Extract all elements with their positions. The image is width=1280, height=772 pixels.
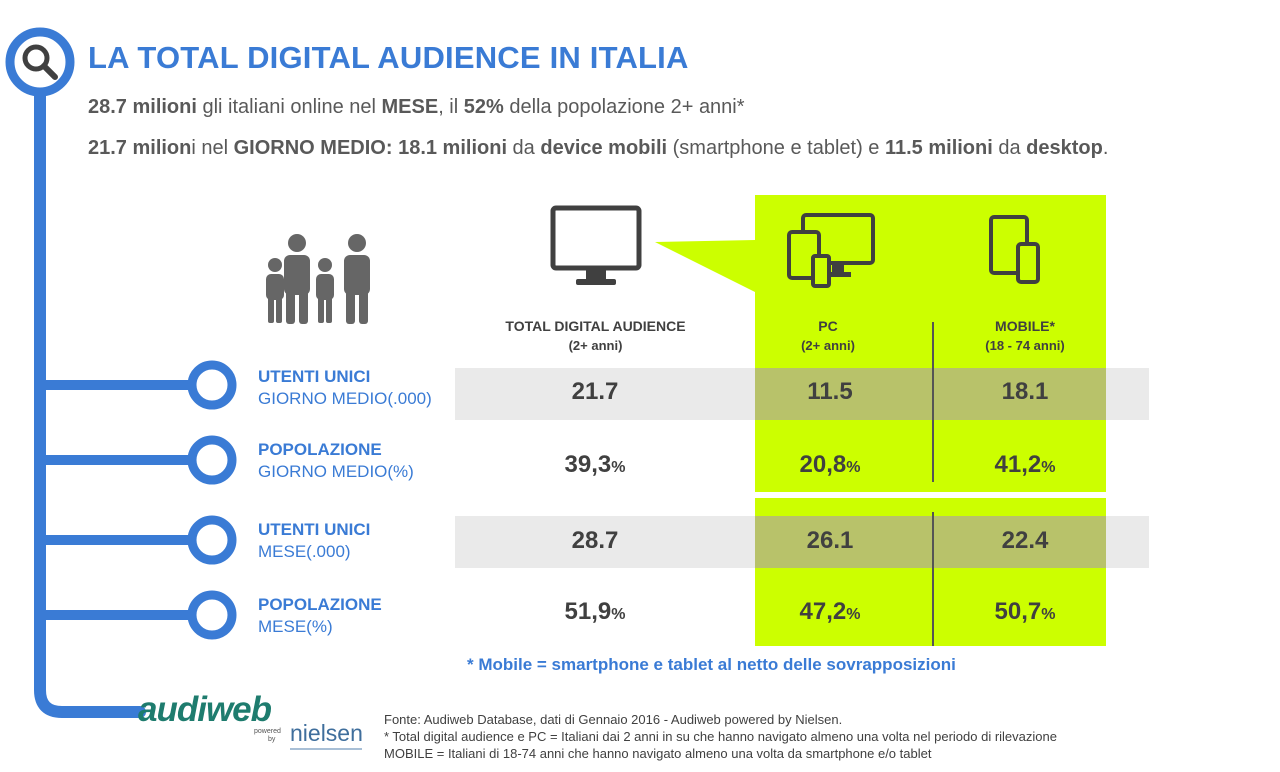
logo-by-text: by	[268, 736, 276, 743]
cell-pc: 20,8%	[770, 451, 890, 479]
subtitle-strong: 52%	[463, 96, 504, 118]
cell-value: 28.7	[571, 527, 619, 554]
source-line: * Total digital audience e PC = Italiani…	[384, 729, 1057, 744]
column-divider	[932, 322, 934, 482]
cell-value: 51,9	[564, 598, 612, 625]
subtitle-text: da	[992, 137, 1027, 159]
subtitle-figure: 28.7 milioni	[88, 96, 197, 118]
column-header-mobile: MOBILE* (18 - 74 anni)	[960, 316, 1090, 356]
mobile-devices-icon	[989, 215, 1040, 284]
cell-unit: %	[611, 606, 626, 623]
column-header-pc: PC (2+ anni)	[768, 316, 888, 356]
timeline-node	[187, 515, 237, 565]
cell-mobile: 22.4	[960, 527, 1090, 555]
subtitle-text: , il	[438, 96, 464, 118]
cell-unit: %	[1041, 459, 1056, 476]
row-label-utenti-giorno: UTENTI UNICI GIORNO MEDIO(.000)	[258, 366, 432, 410]
cell-pc: 47,2%	[770, 598, 890, 626]
row-band-highlight	[755, 516, 1106, 568]
subtitle-strong: device mobili	[540, 137, 668, 159]
row-label-utenti-mese: UTENTI UNICI MESE(.000)	[258, 519, 370, 563]
mobile-note: * Mobile = smartphone e tablet al netto …	[467, 655, 956, 674]
cell-value: 11.5	[807, 378, 853, 405]
row-label-title: POPOLAZIONE	[258, 595, 382, 614]
row-label-sub: GIORNO MEDIO(.000)	[258, 389, 432, 408]
subtitle-strong: desktop	[1026, 137, 1103, 159]
timeline-rail	[34, 82, 146, 718]
subtitle-month: 28.7 milioni gli italiani online nel MES…	[88, 96, 745, 119]
subtitle-figure: 21.7 milion	[88, 137, 192, 159]
row-label-popolazione-mese: POPOLAZIONE MESE(%)	[258, 594, 382, 638]
magnifier-icon	[5, 27, 75, 97]
row-label-sub: MESE(.000)	[258, 542, 351, 561]
row-band-highlight	[755, 368, 1106, 420]
cell-pc: 11.5	[770, 378, 890, 406]
multi-device-icon	[787, 213, 875, 288]
subtitle-strong: 11.5 milioni	[884, 137, 993, 159]
column-header-label: TOTAL DIGITAL AUDIENCE	[505, 318, 686, 334]
subtitle-text: .	[1102, 137, 1109, 159]
cell-unit: %	[846, 459, 861, 476]
page-title: LA TOTAL DIGITAL AUDIENCE IN ITALIA	[88, 40, 689, 75]
cell-unit: %	[1041, 606, 1056, 623]
cell-mobile: 41,2%	[960, 451, 1090, 479]
column-header-label: PC	[818, 318, 838, 334]
column-header-sub: (2+ anni)	[801, 338, 855, 353]
column-header-label: MOBILE*	[995, 318, 1055, 334]
subtitle-strong: MESE	[381, 96, 439, 118]
subtitle-text: i nel	[191, 137, 234, 159]
row-label-title: UTENTI UNICI	[258, 367, 371, 386]
subtitle-day: 21.7 milioni nel GIORNO MEDIO: 18.1 mili…	[88, 137, 1108, 160]
audiweb-nielsen-logo: audiweb powered by nielsen	[138, 690, 368, 756]
audiweb-wordmark: audiweb	[138, 690, 272, 729]
cell-value: 50,7	[994, 598, 1042, 625]
row-label-sub: MESE(%)	[258, 617, 333, 636]
row-label-title: UTENTI UNICI	[258, 520, 371, 539]
subtitle-text: da	[507, 137, 541, 159]
family-icon	[266, 234, 370, 324]
row-label-popolazione-giorno: POPOLAZIONE GIORNO MEDIO(%)	[258, 439, 414, 483]
logo-powered-text: powered	[254, 728, 281, 735]
cell-value: 47,2	[799, 598, 847, 625]
cell-mobile: 50,7%	[960, 598, 1090, 626]
cell-unit: %	[611, 459, 626, 476]
cell-value: 18.1	[1001, 378, 1049, 405]
cell-total: 28.7	[495, 527, 695, 555]
timeline-node	[187, 435, 237, 485]
column-header-sub: (2+ anni)	[568, 338, 623, 353]
cell-total: 21.7	[495, 378, 695, 406]
cell-value: 20,8	[799, 451, 847, 478]
row-label-title: POPOLAZIONE	[258, 440, 382, 459]
source-line: MOBILE = Italiani di 18-74 anni che hann…	[384, 746, 932, 761]
nielsen-underline	[290, 748, 362, 750]
cell-value: 39,3	[564, 451, 612, 478]
column-header-sub: (18 - 74 anni)	[985, 338, 1065, 353]
subtitle-text: gli italiani online nel	[196, 96, 382, 118]
source-notes: Fonte: Audiweb Database, dati di Gennaio…	[384, 711, 1057, 762]
cell-pc: 26.1	[770, 527, 890, 555]
cell-value: 21.7	[571, 378, 619, 405]
row-label-sub: GIORNO MEDIO(%)	[258, 462, 414, 481]
cell-unit: %	[846, 606, 861, 623]
timeline-node	[187, 360, 237, 410]
cell-mobile: 18.1	[960, 378, 1090, 406]
nielsen-wordmark: nielsen	[290, 720, 363, 746]
column-divider	[932, 512, 934, 646]
column-header-total: TOTAL DIGITAL AUDIENCE (2+ anni)	[488, 316, 703, 356]
cell-value: 22.4	[1001, 527, 1049, 554]
cell-total: 39,3%	[495, 451, 695, 479]
subtitle-text: della popolazione 2+ anni*	[503, 96, 745, 118]
monitor-icon	[550, 205, 642, 285]
logo-powered-by: powered by	[254, 728, 281, 744]
cell-total: 51,9%	[495, 598, 695, 626]
subtitle-strong: GIORNO MEDIO: 18.1 milioni	[233, 137, 507, 159]
callout-wedge	[655, 240, 755, 292]
timeline-node	[187, 590, 237, 640]
cell-value: 41,2	[994, 451, 1042, 478]
source-line: Fonte: Audiweb Database, dati di Gennaio…	[384, 712, 843, 727]
subtitle-text: (smartphone e tablet) e	[667, 137, 885, 159]
cell-value: 26.1	[806, 527, 854, 554]
